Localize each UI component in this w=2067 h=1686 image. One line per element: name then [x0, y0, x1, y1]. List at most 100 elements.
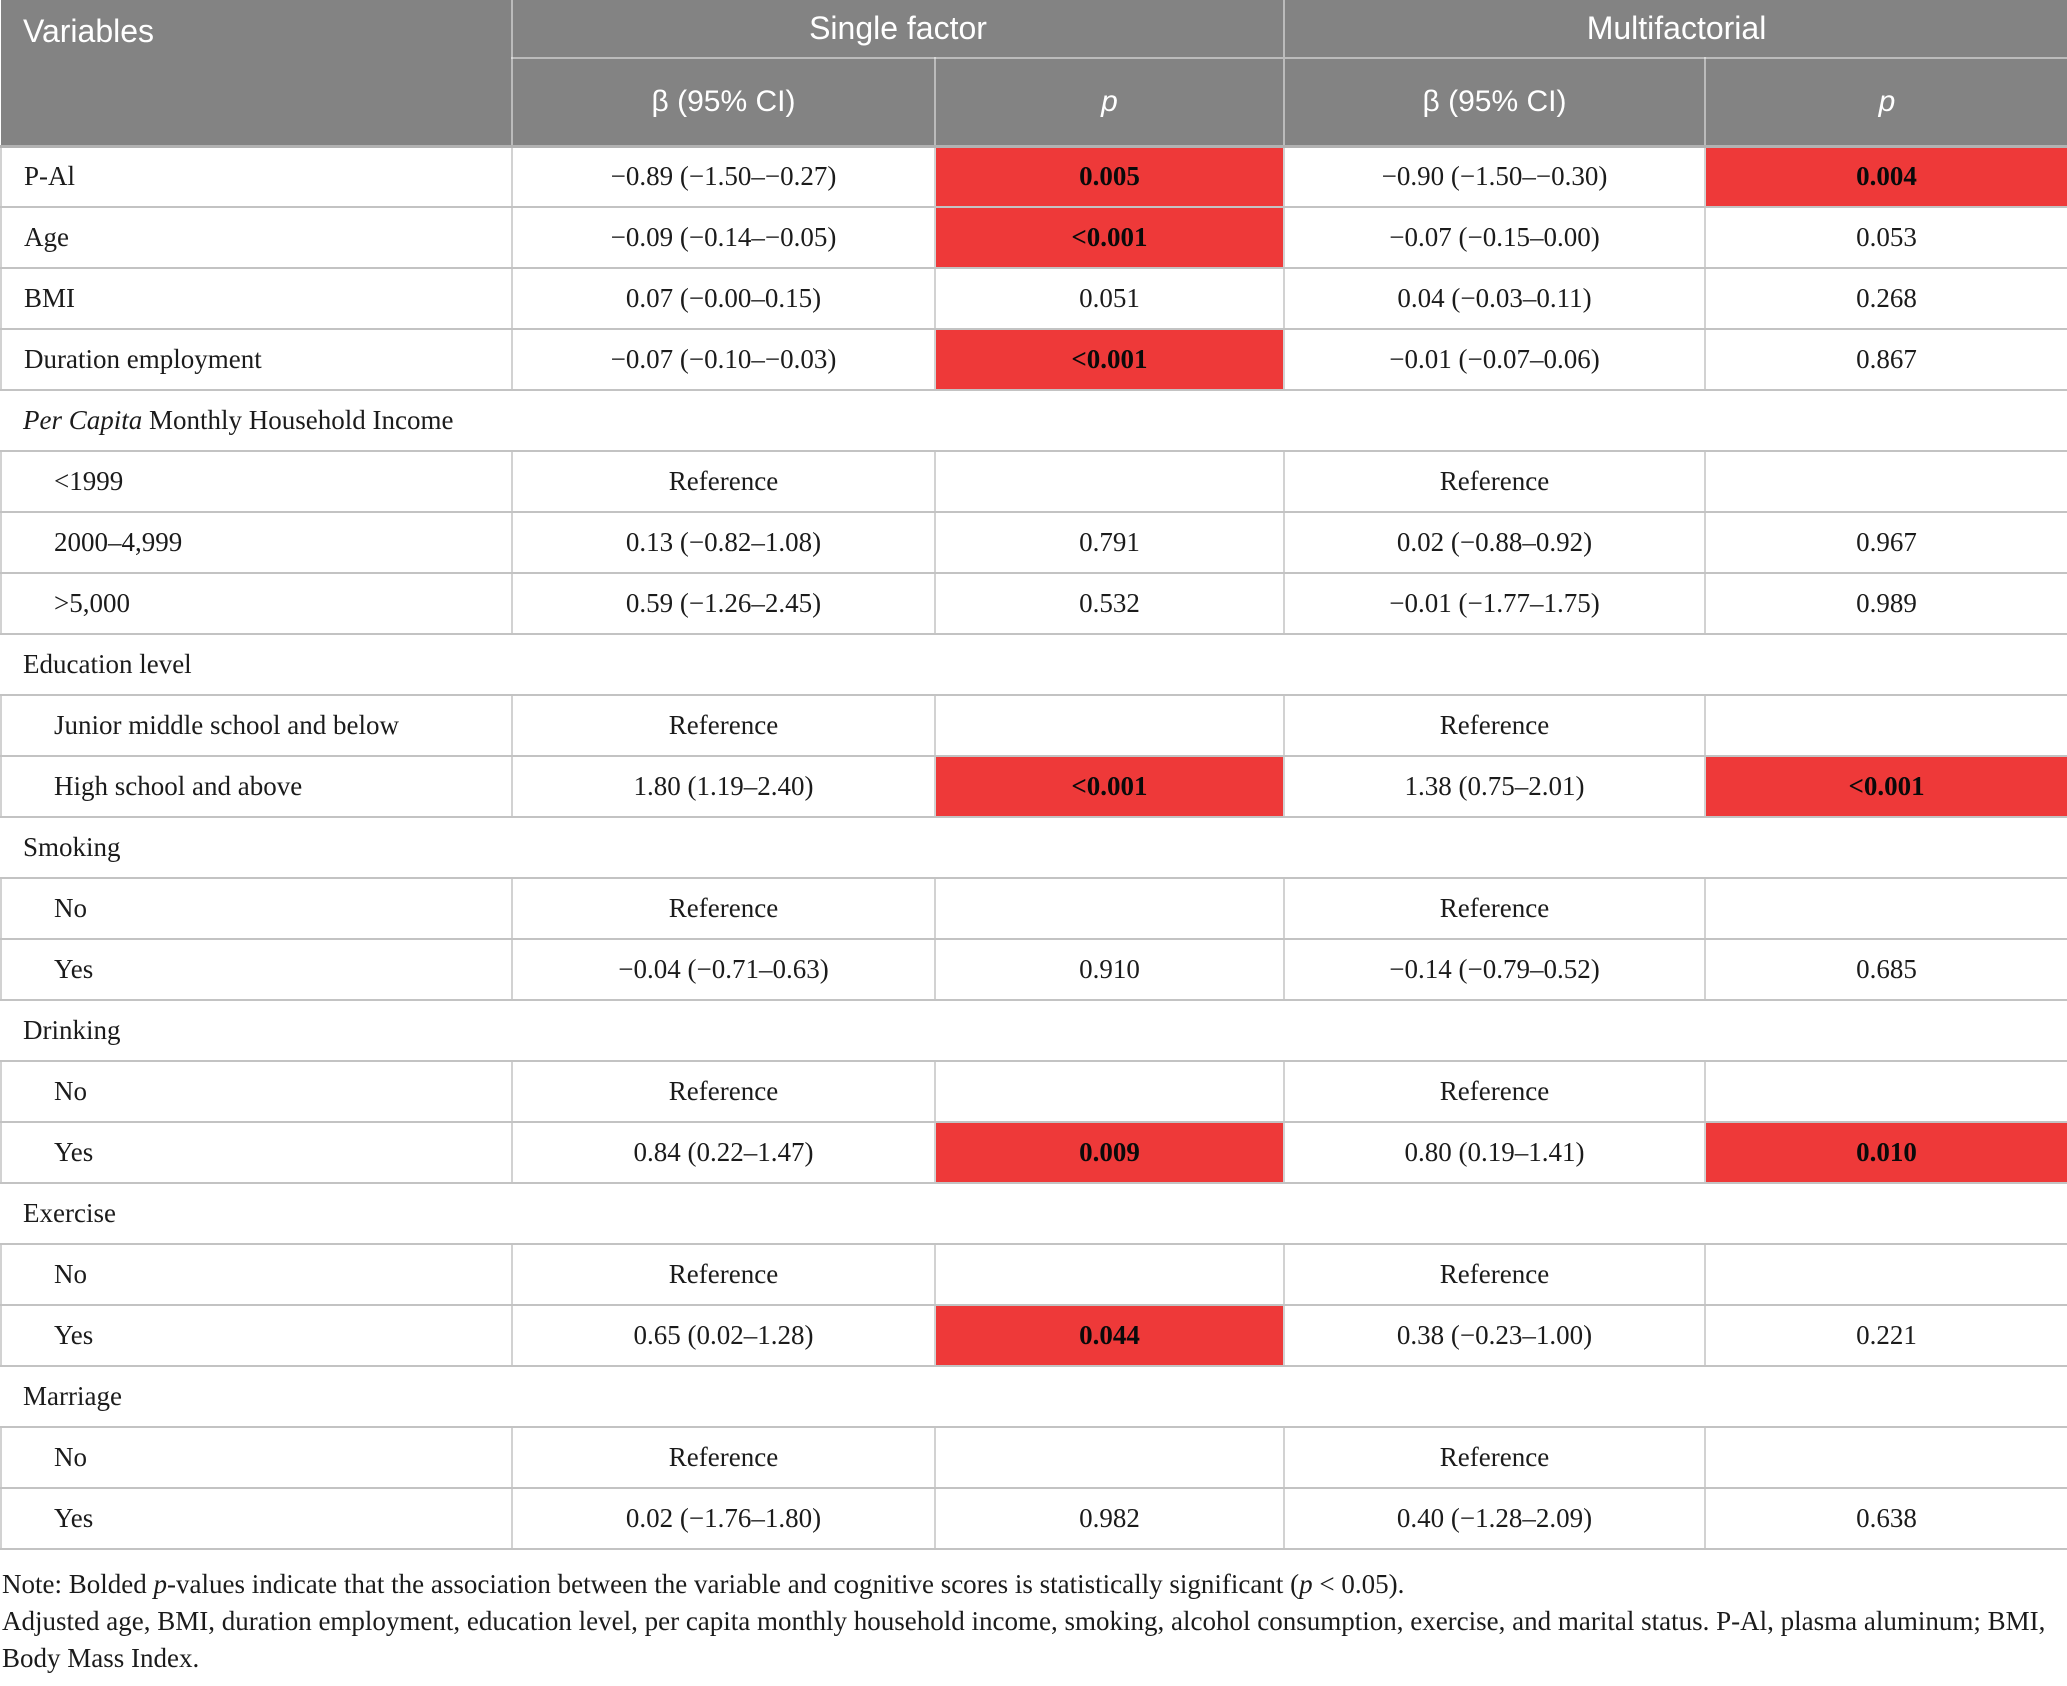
- row-label: No: [0, 1243, 513, 1306]
- table-row: >5,000 0.59 (−1.26–2.45) 0.532 −0.01 (−1…: [0, 572, 2067, 635]
- row-label: No: [0, 1060, 513, 1123]
- section-row: Marriage: [1, 1365, 2067, 1428]
- sf-p-cell: 0.051: [934, 267, 1285, 330]
- row-label: Yes: [0, 1487, 513, 1550]
- row-label: High school and above: [0, 755, 513, 818]
- mf-p-cell: 0.867: [1703, 328, 2067, 391]
- row-label: No: [0, 1426, 513, 1489]
- table-row: Yes 0.65 (0.02–1.28) 0.044 0.38 (−0.23–1…: [0, 1304, 2067, 1367]
- table-row: Age −0.09 (−0.14–−0.05) <0.001 −0.07 (−0…: [0, 206, 2067, 269]
- column-header-sf-p: p: [934, 58, 1284, 148]
- section-label: Marriage: [1, 1365, 2067, 1428]
- footnote-adjustments: Adjusted age, BMI, duration employment, …: [2, 1606, 2046, 1673]
- sf-beta-cell: 0.65 (0.02–1.28): [511, 1304, 936, 1367]
- row-label: Age: [0, 206, 513, 269]
- mf-p-cell: 0.268: [1703, 267, 2067, 330]
- sf-p-cell: 0.791: [934, 511, 1285, 574]
- table-footnotes: Note: Bolded p-values indicate that the …: [0, 1550, 2067, 1677]
- mf-p-cell: <0.001: [1703, 755, 2067, 818]
- sf-p-cell: 0.005: [934, 145, 1285, 208]
- section-label: Per Capita Monthly Household Income: [1, 389, 2067, 452]
- sf-p-cell: <0.001: [934, 328, 1285, 391]
- table-row: Yes 0.02 (−1.76–1.80) 0.982 0.40 (−1.28–…: [0, 1487, 2067, 1550]
- row-label: >5,000: [0, 572, 513, 635]
- row-label: No: [0, 877, 513, 940]
- regression-results-table: Variables Single factor Multifactorial β…: [0, 0, 2067, 1550]
- column-header-variables: Variables: [1, 0, 512, 148]
- header-sub-row: β (95% CI) p β (95% CI) p: [1, 58, 2067, 148]
- sf-beta-cell: 0.07 (−0.00–0.15): [511, 267, 936, 330]
- section-row: Education level: [1, 633, 2067, 696]
- row-label: Yes: [0, 1304, 513, 1367]
- mf-beta-cell: −0.14 (−0.79–0.52): [1283, 938, 1706, 1001]
- sf-p-cell: <0.001: [934, 206, 1285, 269]
- table-row: Junior middle school and below Reference…: [0, 694, 2067, 757]
- sf-p-cell: <0.001: [934, 755, 1285, 818]
- mf-beta-cell: Reference: [1283, 694, 1706, 757]
- sf-beta-cell: −0.04 (−0.71–0.63): [511, 938, 936, 1001]
- row-label: <1999: [0, 450, 513, 513]
- row-label: BMI: [0, 267, 513, 330]
- mf-p-cell: 0.053: [1703, 206, 2067, 269]
- row-label: Yes: [0, 938, 513, 1001]
- column-header-mf-p: p: [1703, 58, 2067, 148]
- mf-p-cell: 0.967: [1703, 511, 2067, 574]
- table-row: Duration employment −0.07 (−0.10–−0.03) …: [0, 328, 2067, 391]
- table-row: No Reference Reference: [0, 877, 2067, 940]
- sf-p-cell: 0.532: [934, 572, 1285, 635]
- header-group-row: Variables Single factor Multifactorial: [1, 0, 2067, 148]
- row-label: Duration employment: [0, 328, 513, 391]
- sf-beta-cell: −0.09 (−0.14–−0.05): [511, 206, 936, 269]
- mf-beta-cell: −0.01 (−1.77–1.75): [1283, 572, 1706, 635]
- table-row: BMI 0.07 (−0.00–0.15) 0.051 0.04 (−0.03–…: [0, 267, 2067, 330]
- mf-beta-cell: 0.04 (−0.03–0.11): [1283, 267, 1706, 330]
- row-label: Yes: [0, 1121, 513, 1184]
- sf-p-cell: [934, 1426, 1285, 1489]
- sf-p-cell: 0.982: [934, 1487, 1285, 1550]
- sf-p-cell: [934, 450, 1285, 513]
- table-header: Variables Single factor Multifactorial β…: [1, 0, 2067, 148]
- sf-beta-cell: Reference: [511, 450, 936, 513]
- mf-p-cell: 0.010: [1703, 1121, 2067, 1184]
- mf-p-cell: [1703, 1060, 2067, 1123]
- sf-beta-cell: Reference: [511, 1243, 936, 1306]
- table-row: <1999 Reference Reference: [0, 450, 2067, 513]
- table-row: P-Al −0.89 (−1.50–−0.27) 0.005 −0.90 (−1…: [0, 145, 2067, 208]
- mf-beta-cell: Reference: [1283, 1243, 1706, 1306]
- mf-beta-cell: −0.01 (−0.07–0.06): [1283, 328, 1706, 391]
- mf-p-cell: [1703, 877, 2067, 940]
- table-row: Yes 0.84 (0.22–1.47) 0.009 0.80 (0.19–1.…: [0, 1121, 2067, 1184]
- sf-beta-cell: Reference: [511, 694, 936, 757]
- sf-beta-cell: 0.13 (−0.82–1.08): [511, 511, 936, 574]
- section-row: Smoking: [1, 816, 2067, 879]
- mf-p-cell: [1703, 1243, 2067, 1306]
- mf-beta-cell: 1.38 (0.75–2.01): [1283, 755, 1706, 818]
- mf-beta-cell: 0.80 (0.19–1.41): [1283, 1121, 1706, 1184]
- mf-p-cell: [1703, 694, 2067, 757]
- sf-p-cell: [934, 1243, 1285, 1306]
- footnote-significance: Note: Bolded p-values indicate that the …: [2, 1569, 1405, 1599]
- sf-beta-cell: −0.89 (−1.50–−0.27): [511, 145, 936, 208]
- sf-beta-cell: −0.07 (−0.10–−0.03): [511, 328, 936, 391]
- table-row: 2000–4,999 0.13 (−0.82–1.08) 0.791 0.02 …: [0, 511, 2067, 574]
- column-header-sf-beta: β (95% CI): [511, 58, 935, 148]
- mf-p-cell: [1703, 450, 2067, 513]
- sf-beta-cell: Reference: [511, 1060, 936, 1123]
- column-header-mf-beta: β (95% CI): [1283, 58, 1705, 148]
- mf-beta-cell: Reference: [1283, 877, 1706, 940]
- column-group-multifactorial: Multifactorial: [1282, 0, 2067, 59]
- table-row: No Reference Reference: [0, 1426, 2067, 1489]
- table-row: No Reference Reference: [0, 1060, 2067, 1123]
- mf-p-cell: 0.221: [1703, 1304, 2067, 1367]
- sf-beta-cell: 1.80 (1.19–2.40): [511, 755, 936, 818]
- sf-p-cell: 0.009: [934, 1121, 1285, 1184]
- mf-beta-cell: −0.90 (−1.50–−0.30): [1283, 145, 1706, 208]
- mf-p-cell: 0.638: [1703, 1487, 2067, 1550]
- mf-beta-cell: Reference: [1283, 1426, 1706, 1489]
- sf-p-cell: 0.910: [934, 938, 1285, 1001]
- mf-beta-cell: −0.07 (−0.15–0.00): [1283, 206, 1706, 269]
- column-group-single-factor: Single factor: [511, 0, 1284, 59]
- mf-beta-cell: Reference: [1283, 450, 1706, 513]
- sf-p-cell: [934, 1060, 1285, 1123]
- section-row: Per Capita Monthly Household Income: [1, 389, 2067, 452]
